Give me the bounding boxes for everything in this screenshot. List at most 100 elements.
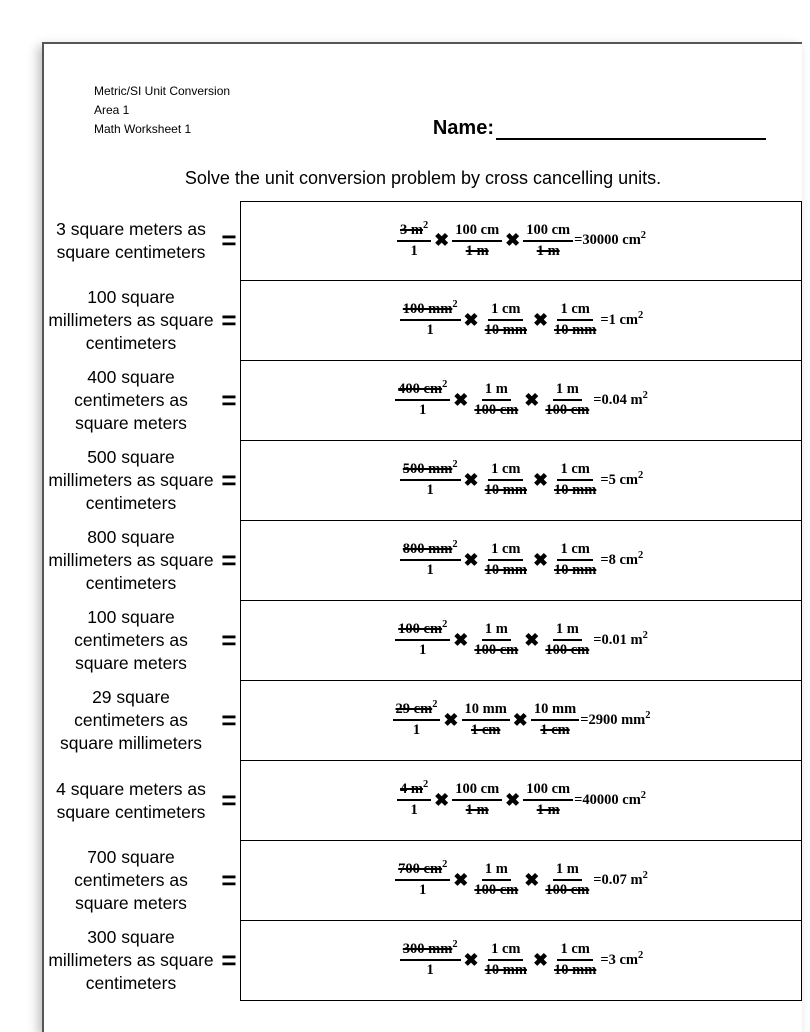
numerator: 100 cm2 bbox=[395, 621, 450, 641]
denominator: 1 bbox=[424, 321, 437, 339]
problem-row: 300 square millimeters as square centime… bbox=[44, 921, 802, 1001]
fraction: 1 m100 cm bbox=[471, 861, 521, 898]
problem-row: 29 square centimeters as square millimet… bbox=[44, 681, 802, 761]
fraction: 1 m100 cm bbox=[542, 861, 592, 898]
header-line-3: Math Worksheet 1 bbox=[94, 120, 230, 139]
fraction: 1 m100 cm bbox=[542, 381, 592, 418]
work-area: 800 mm21✖1 cm10 mm✖1 cm10 mm=8 cm2 bbox=[240, 521, 802, 601]
problem-label: 800 square millimeters as square centime… bbox=[44, 526, 218, 594]
problem-label: 29 square centimeters as square millimet… bbox=[44, 686, 218, 754]
fraction: 100 mm21 bbox=[400, 301, 461, 338]
denominator: 10 mm bbox=[482, 561, 530, 579]
equals-sign: = bbox=[218, 705, 240, 736]
fraction: 100 cm1 m bbox=[523, 781, 573, 818]
multiply-icon: ✖ bbox=[524, 390, 539, 411]
numerator: 1 m bbox=[482, 861, 511, 881]
denominator: 1 m bbox=[534, 801, 563, 819]
multiply-icon: ✖ bbox=[453, 630, 468, 651]
fraction: 100 cm1 m bbox=[452, 781, 502, 818]
fraction: 1 cm10 mm bbox=[551, 461, 599, 498]
multiply-icon: ✖ bbox=[434, 230, 449, 251]
multiply-icon: ✖ bbox=[443, 710, 458, 731]
denominator: 1 bbox=[407, 801, 420, 819]
denominator: 1 bbox=[416, 401, 429, 419]
problem-label: 100 square centimeters as square meters bbox=[44, 606, 218, 674]
fraction: 1 cm10 mm bbox=[551, 541, 599, 578]
denominator: 10 mm bbox=[482, 961, 530, 979]
numerator: 1 cm bbox=[488, 541, 523, 561]
fraction: 1 cm10 mm bbox=[482, 301, 530, 338]
header: Metric/SI Unit Conversion Area 1 Math Wo… bbox=[44, 82, 802, 140]
numerator: 3 m2 bbox=[397, 222, 431, 242]
denominator: 10 mm bbox=[551, 561, 599, 579]
problem-label: 400 square centimeters as square meters bbox=[44, 366, 218, 434]
denominator: 100 cm bbox=[471, 401, 521, 419]
fraction: 29 cm21 bbox=[393, 701, 441, 738]
header-line-1: Metric/SI Unit Conversion bbox=[94, 82, 230, 101]
denominator: 1 bbox=[416, 641, 429, 659]
multiply-icon: ✖ bbox=[453, 390, 468, 411]
fraction: 1 cm10 mm bbox=[551, 941, 599, 978]
multiply-icon: ✖ bbox=[524, 630, 539, 651]
problem-label: 3 square meters as square centimeters bbox=[44, 218, 218, 264]
problem-label: 4 square meters as square centimeters bbox=[44, 778, 218, 824]
header-line-2: Area 1 bbox=[94, 101, 230, 120]
problem-row: 100 square centimeters as square meters=… bbox=[44, 601, 802, 681]
numerator: 4 m2 bbox=[397, 781, 431, 801]
problem-row: 500 square millimeters as square centime… bbox=[44, 441, 802, 521]
answer: =8 cm2 bbox=[600, 552, 643, 569]
problem-label: 500 square millimeters as square centime… bbox=[44, 446, 218, 514]
multiply-icon: ✖ bbox=[533, 470, 548, 491]
multiply-icon: ✖ bbox=[434, 790, 449, 811]
fraction: 1 m100 cm bbox=[471, 621, 521, 658]
fraction: 1 cm10 mm bbox=[551, 301, 599, 338]
fraction: 4 m21 bbox=[397, 781, 431, 818]
fraction: 3 m21 bbox=[397, 222, 431, 259]
denominator: 1 m bbox=[463, 242, 492, 260]
problem-label: 100 square millimeters as square centime… bbox=[44, 286, 218, 354]
multiply-icon: ✖ bbox=[505, 790, 520, 811]
denominator: 1 cm bbox=[468, 721, 503, 739]
numerator: 1 cm bbox=[557, 541, 592, 561]
answer: =0.07 m2 bbox=[593, 872, 648, 889]
fraction: 10 mm1 cm bbox=[462, 701, 510, 738]
multiply-icon: ✖ bbox=[533, 310, 548, 331]
header-meta: Metric/SI Unit Conversion Area 1 Math Wo… bbox=[94, 82, 230, 140]
numerator: 1 m bbox=[553, 861, 582, 881]
work-area: 400 cm21✖1 m100 cm✖1 m100 cm=0.04 m2 bbox=[240, 361, 802, 441]
denominator: 100 cm bbox=[471, 641, 521, 659]
denominator: 100 cm bbox=[542, 881, 592, 899]
denominator: 1 bbox=[424, 481, 437, 499]
problem-rows: 3 square meters as square centimeters = 3 … bbox=[44, 201, 802, 1001]
numerator: 300 mm2 bbox=[400, 941, 461, 961]
denominator: 100 cm bbox=[542, 401, 592, 419]
work-area: 500 mm21✖1 cm10 mm✖1 cm10 mm=5 cm2 bbox=[240, 441, 802, 521]
numerator: 1 m bbox=[553, 381, 582, 401]
denominator: 1 m bbox=[463, 801, 492, 819]
equals-sign: = bbox=[218, 625, 240, 656]
numerator: 800 mm2 bbox=[400, 541, 461, 561]
numerator: 1 cm bbox=[488, 941, 523, 961]
problem-row: 3 square meters as square centimeters=3 … bbox=[44, 201, 802, 281]
numerator: 100 cm bbox=[452, 222, 502, 242]
denominator: 10 mm bbox=[482, 481, 530, 499]
denominator: 100 cm bbox=[471, 881, 521, 899]
equals-sign: = bbox=[218, 465, 240, 496]
numerator: 29 cm2 bbox=[393, 701, 441, 721]
fraction: 300 mm21 bbox=[400, 941, 461, 978]
multiply-icon: ✖ bbox=[453, 870, 468, 891]
numerator: 700 cm2 bbox=[395, 861, 450, 881]
numerator: 1 m bbox=[482, 381, 511, 401]
denominator: 10 mm bbox=[551, 481, 599, 499]
name-blank[interactable] bbox=[496, 138, 766, 140]
fraction: 1 cm10 mm bbox=[482, 941, 530, 978]
denominator: 100 cm bbox=[542, 641, 592, 659]
work-area: 100 cm21✖1 m100 cm✖1 m100 cm=0.01 m2 bbox=[240, 601, 802, 681]
multiply-icon: ✖ bbox=[464, 470, 479, 491]
answer: =0.01 m2 bbox=[593, 632, 648, 649]
answer: =30000 cm2 bbox=[574, 232, 646, 249]
fraction: 100 cm21 bbox=[395, 621, 450, 658]
denominator: 10 mm bbox=[551, 961, 599, 979]
multiply-icon: ✖ bbox=[464, 550, 479, 571]
denominator: 1 m bbox=[534, 242, 563, 260]
